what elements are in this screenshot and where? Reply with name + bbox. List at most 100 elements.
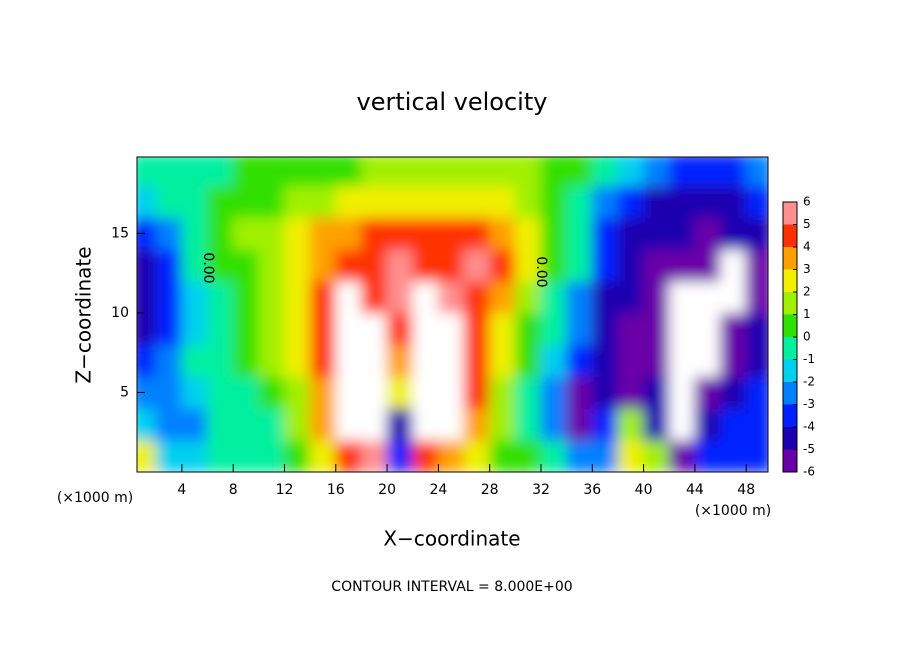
cell <box>617 248 645 282</box>
cell <box>207 157 234 187</box>
cell <box>463 157 491 187</box>
cell <box>566 344 593 378</box>
cell <box>283 185 311 218</box>
colorbar-tick-label: -2 <box>803 375 815 389</box>
cell <box>566 185 593 218</box>
x-tick-label: 24 <box>429 482 447 498</box>
cell <box>540 439 568 472</box>
cell <box>137 157 157 187</box>
cell <box>207 216 234 250</box>
cell <box>181 185 209 218</box>
cell <box>258 185 285 218</box>
cell <box>566 157 593 187</box>
cell <box>386 157 414 187</box>
colorbar-band <box>783 404 797 427</box>
cell <box>437 185 465 218</box>
cell <box>155 439 183 472</box>
cell <box>463 439 491 472</box>
cell <box>489 157 516 187</box>
cell <box>668 248 696 282</box>
cell <box>720 216 747 250</box>
colorbar-tick-label: 0 <box>803 330 811 344</box>
cell <box>540 312 568 346</box>
colorbar-tick-label: 4 <box>803 240 811 254</box>
colorbar-tick-label: 6 <box>803 195 811 209</box>
colorbar-band <box>783 359 797 382</box>
cell <box>694 439 722 472</box>
cell <box>386 312 414 346</box>
x-tick-label: 4 <box>177 482 186 498</box>
cell <box>463 185 491 218</box>
cell <box>489 376 516 409</box>
x-tick-label: 8 <box>229 482 238 498</box>
cell <box>463 376 491 409</box>
cell <box>643 216 670 250</box>
colorbar-band <box>783 224 797 247</box>
cell <box>283 280 311 314</box>
cell <box>335 376 362 409</box>
cell <box>412 185 439 218</box>
cell <box>207 407 234 441</box>
cell <box>283 439 311 472</box>
cell <box>591 439 619 472</box>
colorbar-band <box>783 314 797 337</box>
cell <box>155 280 183 314</box>
cell <box>137 216 157 250</box>
cell <box>137 439 157 472</box>
cell <box>137 185 157 218</box>
cell <box>283 344 311 378</box>
cell <box>540 248 568 282</box>
cell <box>566 376 593 409</box>
cell <box>463 407 491 441</box>
cell <box>335 157 362 187</box>
cell <box>643 185 670 218</box>
cell <box>360 216 388 250</box>
cell <box>591 216 619 250</box>
cell <box>745 216 768 250</box>
cell <box>283 407 311 441</box>
cell <box>335 216 362 250</box>
contour-label: 0.00 <box>200 252 216 283</box>
cell <box>540 157 568 187</box>
cell <box>540 407 568 441</box>
cell <box>617 157 645 187</box>
cell <box>694 157 722 187</box>
cell <box>258 157 285 187</box>
cell <box>694 216 722 250</box>
cell <box>694 248 722 282</box>
cell <box>617 439 645 472</box>
cell <box>232 157 260 187</box>
x-unit-label: (×1000 m) <box>57 490 133 506</box>
cell <box>181 157 209 187</box>
cell <box>668 185 696 218</box>
cell <box>309 280 337 314</box>
cell <box>617 216 645 250</box>
cell <box>232 407 260 441</box>
cell <box>155 216 183 250</box>
cell <box>617 280 645 314</box>
colorbar-band <box>783 292 797 315</box>
cell <box>540 185 568 218</box>
cell <box>437 248 465 282</box>
plot-frame <box>136 156 769 473</box>
cell <box>258 248 285 282</box>
field <box>137 157 768 472</box>
cell <box>489 344 516 378</box>
colorbar-tick-label: 1 <box>803 307 811 321</box>
cell <box>232 344 260 378</box>
cell <box>137 407 157 441</box>
cell <box>745 312 768 346</box>
cell <box>207 312 234 346</box>
cell <box>283 157 311 187</box>
cell <box>745 376 768 409</box>
x-tick-label: 16 <box>327 482 345 498</box>
cell <box>720 248 747 282</box>
x-tick-label: 36 <box>583 482 601 498</box>
footer-note: CONTOUR INTERVAL = 8.000E+00 <box>331 579 572 595</box>
x-tick-label: 28 <box>481 482 499 498</box>
cell <box>591 185 619 218</box>
cell <box>412 248 439 282</box>
cell <box>540 280 568 314</box>
cell <box>617 376 645 409</box>
